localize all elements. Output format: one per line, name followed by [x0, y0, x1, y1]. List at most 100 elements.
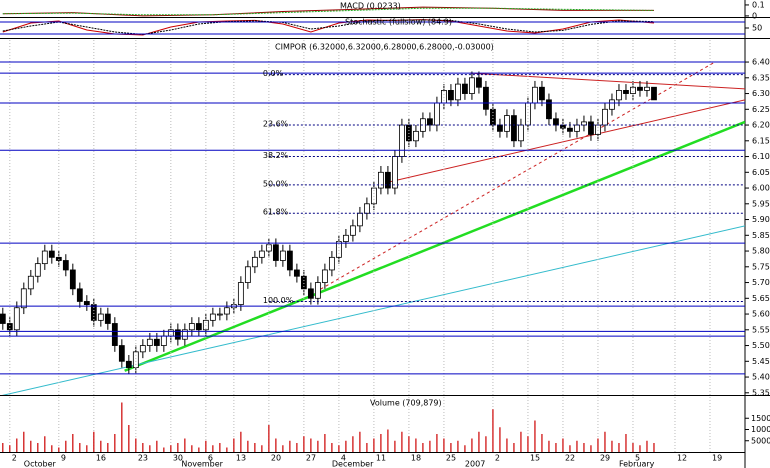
y-tick-label: 5.35: [752, 388, 770, 397]
candle-body: [434, 102, 440, 126]
fib-label: 0.0%: [263, 69, 284, 78]
candle-body: [385, 171, 391, 189]
month-label: December: [332, 460, 374, 468]
candle-body: [539, 86, 545, 101]
y-tick-label: 5.45: [752, 357, 770, 366]
candle-body: [83, 301, 90, 305]
price-panel: [0, 61, 745, 395]
x-tick-label: 4: [341, 454, 346, 463]
candle-body: [6, 323, 13, 331]
candle-body: [0, 313, 6, 324]
candle-body: [55, 256, 62, 261]
candle-body: [286, 250, 293, 271]
candle-body: [553, 118, 559, 126]
fib-label: 100.0%: [263, 296, 294, 305]
candle-body: [511, 115, 517, 142]
candle-body: [427, 118, 433, 126]
month-label: February: [619, 460, 655, 468]
y-tick-label: 6.35: [752, 73, 770, 82]
y-tick-label: 6.40: [752, 58, 770, 67]
candle-body: [132, 351, 139, 368]
x-tick-label: 20: [271, 454, 281, 463]
candle-body: [490, 108, 496, 126]
y-tick-label: 5.65: [752, 294, 770, 303]
candle-body: [567, 127, 573, 132]
x-tick-label: 9: [61, 454, 66, 463]
volume-title: Volume (709,879): [370, 399, 442, 408]
y-tick-label: 6.15: [752, 136, 770, 145]
candle-body: [307, 288, 314, 299]
y-tick-label: 5.50: [752, 341, 770, 350]
candle-body: [574, 124, 580, 132]
candle-body: [34, 263, 41, 277]
y-tick-label: 6.30: [752, 89, 770, 98]
y-tick-label: 5.55: [752, 325, 770, 334]
y-tick-label: 5.70: [752, 278, 770, 287]
candle-body: [546, 99, 552, 120]
month-label: October: [24, 460, 57, 468]
candle-body: [651, 86, 657, 101]
candle-body: [644, 86, 650, 91]
candle-body: [90, 304, 97, 321]
candle-body: [560, 124, 566, 129]
x-tick-label: 13: [236, 454, 246, 463]
y-tick-label: 5.90: [752, 215, 770, 224]
x-tick-label: 5: [635, 454, 640, 463]
x-tick-label: 12: [677, 454, 687, 463]
fib-label: 61.8%: [263, 208, 289, 217]
candle-body: [279, 250, 286, 261]
candle-body: [363, 203, 370, 214]
candle-body: [41, 250, 48, 265]
candle-body: [13, 307, 20, 331]
candle-body: [146, 338, 153, 346]
y-tick-label: 6.05: [752, 168, 770, 177]
candle-body: [321, 269, 328, 283]
y-tick-label: 5.80: [752, 247, 770, 256]
candle-body: [188, 323, 195, 331]
y-tick-label: 5.85: [752, 231, 770, 240]
candle-body: [62, 260, 69, 271]
candle-body: [139, 345, 146, 353]
x-tick-label: 18: [411, 454, 421, 463]
candle-body: [328, 256, 335, 271]
x-tick-label: 27: [306, 454, 316, 463]
candle-body: [448, 89, 454, 101]
month-label: November: [181, 460, 223, 468]
candle-body: [532, 86, 538, 104]
candle-body: [378, 171, 384, 189]
candle-body: [342, 234, 349, 242]
x-tick-label: 22: [565, 454, 575, 463]
candle-body: [48, 250, 55, 258]
candle-body: [69, 269, 76, 290]
x-tick-label: 30: [173, 454, 183, 463]
candle-body: [97, 313, 104, 321]
indicator-line: [2, 7, 654, 16]
candle-body: [609, 99, 615, 110]
candle-body: [111, 323, 118, 346]
candle-body: [209, 313, 216, 321]
candle-body: [258, 250, 265, 258]
candle-body: [76, 288, 83, 302]
candle-body: [174, 329, 181, 340]
x-tick-label: 2: [495, 454, 500, 463]
month-label: 2007: [465, 460, 485, 468]
candle-body: [441, 89, 447, 104]
trendline: [469, 72, 745, 90]
y-tick-label: 5.95: [752, 199, 770, 208]
y-tick-label: 0: [752, 11, 757, 20]
candle-body: [181, 329, 188, 340]
candle-body: [293, 269, 300, 277]
candle-body: [300, 275, 307, 290]
y-tick-label: 5.40: [752, 373, 770, 382]
y-tick-label: 5.75: [752, 262, 770, 271]
candle-body: [371, 187, 377, 205]
candle-body: [335, 241, 342, 258]
x-tick-label: 29: [600, 454, 610, 463]
y-tick-label: 5000: [751, 436, 770, 445]
candle-body: [616, 89, 622, 101]
candle-body: [476, 77, 482, 88]
candle-body: [518, 124, 524, 142]
